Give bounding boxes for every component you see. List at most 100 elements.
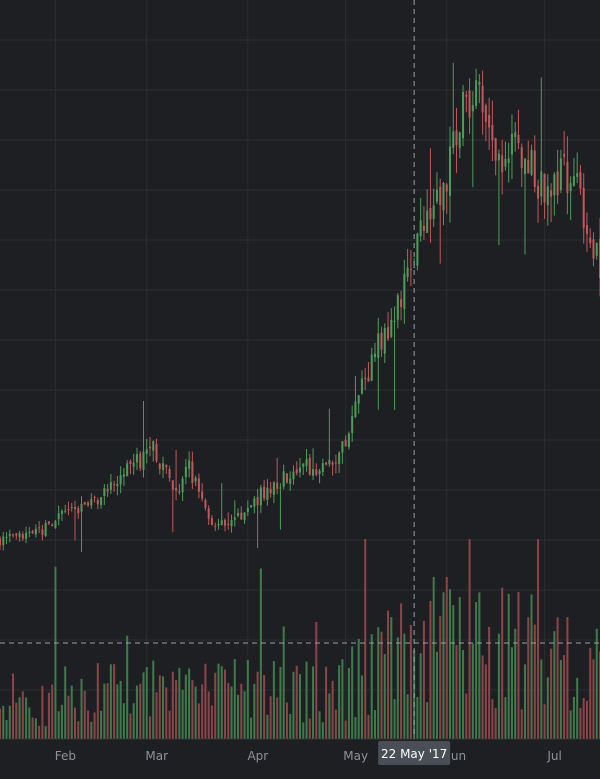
candle <box>38 520 41 534</box>
candle-body <box>559 158 562 191</box>
candle-body <box>295 469 298 474</box>
candle <box>126 460 129 477</box>
volume-bar <box>145 667 148 739</box>
volume-bar <box>51 684 54 739</box>
candle <box>135 447 138 471</box>
candle-body <box>432 205 435 219</box>
volume-bar <box>344 720 347 739</box>
candle-body <box>387 327 390 339</box>
volume-bar <box>77 721 80 739</box>
volume-bar <box>83 690 86 739</box>
grid <box>0 0 600 739</box>
volume-bar <box>465 693 468 739</box>
candle-body <box>266 487 269 500</box>
volume-bar <box>373 710 377 739</box>
candle-body <box>572 176 575 186</box>
candle-body <box>204 500 207 508</box>
candle <box>523 157 527 255</box>
time-axis[interactable]: Feb Mar Apr May Jun Jul <box>55 749 562 763</box>
candle <box>409 250 412 287</box>
candle <box>527 140 530 174</box>
candle <box>279 483 282 530</box>
candle <box>165 464 168 474</box>
candle-body <box>113 484 116 486</box>
candle-body <box>501 155 504 173</box>
candle <box>432 188 435 227</box>
candle-body <box>308 457 311 475</box>
candle-body <box>132 462 135 467</box>
candle-body <box>302 463 305 467</box>
candle <box>373 342 377 362</box>
candle-body <box>158 463 161 470</box>
candle <box>321 458 324 477</box>
candle <box>520 143 523 188</box>
candle <box>145 438 148 464</box>
volume-bar <box>298 674 302 739</box>
candle-body <box>70 507 73 509</box>
candle <box>595 242 598 260</box>
candle <box>54 519 57 529</box>
candle-body <box>517 134 520 144</box>
candle-body <box>556 171 559 196</box>
candle-body <box>406 267 409 278</box>
volume-bar <box>282 626 285 739</box>
candle <box>12 533 15 538</box>
candle <box>243 512 246 524</box>
candle <box>41 524 44 541</box>
volume-bar <box>426 702 429 739</box>
volume-bar <box>537 539 540 739</box>
candle <box>458 131 461 159</box>
candle <box>80 496 83 553</box>
volume-bar <box>70 685 73 739</box>
candle-body <box>31 530 34 534</box>
candle-body <box>478 81 481 85</box>
candle <box>546 174 549 226</box>
volume-bar <box>514 628 517 739</box>
volume-bar <box>484 664 487 739</box>
candle-body <box>18 533 21 538</box>
candle <box>494 137 497 176</box>
candle-body <box>523 159 527 175</box>
time-axis-background <box>0 739 600 779</box>
volume-bar <box>191 680 194 739</box>
volume-bar <box>396 637 399 739</box>
candle <box>585 212 588 252</box>
volume-bar <box>553 631 556 739</box>
candle <box>370 347 373 382</box>
candle-body <box>256 496 259 506</box>
candle-body <box>579 171 582 189</box>
candle <box>57 505 60 526</box>
candle <box>8 529 11 543</box>
volume-bar <box>504 697 507 739</box>
volume-bar <box>243 691 246 739</box>
volume-bar <box>256 671 259 739</box>
candle-body <box>197 478 200 492</box>
candle <box>517 109 520 150</box>
candle <box>553 172 556 216</box>
candle <box>60 509 63 521</box>
candle-body <box>507 158 510 164</box>
x-tick-label: Feb <box>55 749 76 763</box>
x-tick-label: May <box>343 749 368 763</box>
volume-bar <box>253 683 256 739</box>
volume-bar <box>360 675 363 739</box>
volume-bar <box>325 666 328 739</box>
candle-body <box>400 299 403 308</box>
candle-body <box>530 149 533 175</box>
volume-bar <box>155 692 158 739</box>
volume-bar <box>533 624 536 739</box>
candle <box>93 495 96 503</box>
candle <box>305 449 308 472</box>
volume-bar <box>481 655 484 739</box>
candle-body <box>312 469 315 476</box>
candle-body <box>227 523 230 525</box>
candle-body <box>282 471 285 487</box>
volume-bar <box>510 647 513 739</box>
volume-bar <box>429 600 432 739</box>
candle <box>396 293 399 329</box>
candle <box>83 501 86 506</box>
candle <box>403 259 406 324</box>
candle-body <box>250 505 253 508</box>
